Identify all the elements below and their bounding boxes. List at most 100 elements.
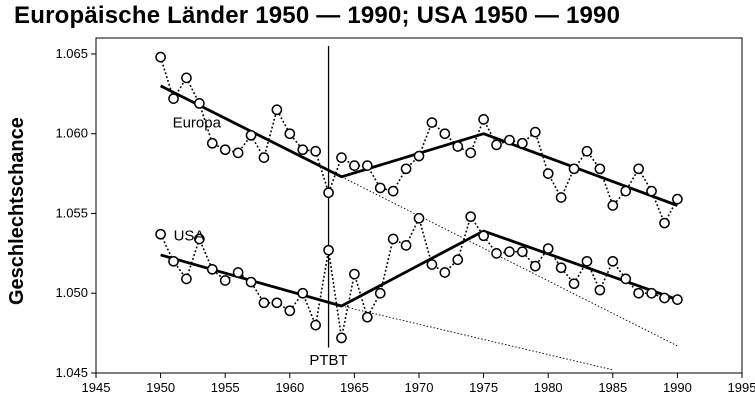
europa-data-point	[297, 144, 309, 156]
usa-data-point	[284, 305, 296, 317]
x-tick-label: 1980	[534, 380, 563, 395]
x-tick-label: 1970	[405, 380, 434, 395]
europa-data-point	[607, 200, 619, 211]
usa-data-point	[491, 248, 502, 259]
europa-data-point	[517, 137, 528, 149]
europa-extrapolation-line	[341, 176, 678, 347]
y-tick-label: 1.060	[55, 126, 88, 141]
europa-data-point	[633, 163, 644, 175]
chart-title: Europäische Länder 1950 — 1990; USA 1950…	[14, 2, 621, 29]
europa-data-point	[310, 145, 321, 157]
europa-data-point	[168, 93, 179, 104]
y-tick-label: 1.065	[55, 46, 88, 61]
europa-data-point	[181, 72, 192, 84]
x-tick-label: 1985	[598, 380, 627, 395]
europa-data-point	[491, 139, 502, 151]
europa-data-point	[349, 160, 360, 171]
europa-trend-line	[159, 84, 678, 207]
y-tick-label: 1.045	[55, 365, 88, 380]
europa-data-point	[542, 168, 554, 179]
annotation-europa: Europa	[173, 114, 222, 131]
usa-data-point	[555, 262, 567, 274]
europa-data-point	[400, 163, 412, 175]
usa-data-point	[620, 273, 632, 285]
usa-data-point	[439, 267, 451, 278]
europa-data-point	[568, 163, 580, 175]
europa-data-point	[336, 152, 347, 163]
annotation-usa: USA	[174, 228, 205, 245]
europa-data-point	[581, 145, 593, 157]
europa-data-point	[387, 185, 399, 197]
usa-data-point	[400, 240, 412, 251]
usa-data-point	[413, 212, 425, 224]
x-tick-label: 1950	[146, 380, 175, 395]
usa-data-point	[181, 273, 192, 285]
europa-data-point	[646, 185, 657, 197]
europa-data-point	[452, 141, 464, 152]
europa-data-point	[659, 217, 670, 229]
usa-data-point	[206, 263, 218, 275]
usa-data-point	[297, 287, 309, 299]
x-tick-label: 1960	[275, 380, 304, 395]
usa-data-point	[271, 297, 283, 309]
y-tick-label: 1.055	[55, 205, 88, 220]
europa-data-point	[439, 128, 451, 140]
usa-data-point	[568, 278, 580, 290]
usa-data-point	[374, 287, 386, 299]
usa-data-point	[646, 287, 657, 299]
europa-data-point	[594, 163, 606, 175]
y-tick-label: 1.050	[55, 285, 88, 300]
europa-data-point	[194, 98, 205, 109]
usa-data-point	[426, 259, 438, 270]
usa-data-point	[323, 244, 334, 256]
usa-data-point	[452, 254, 464, 266]
europa-data-point	[620, 185, 632, 197]
europa-observed-line	[159, 56, 679, 225]
usa-data-point	[168, 255, 179, 267]
europa-data-point	[413, 150, 425, 162]
europa-data-point	[361, 160, 373, 171]
usa-data-point	[336, 332, 347, 344]
europa-data-point	[232, 147, 244, 159]
europa-data-point	[155, 51, 166, 63]
usa-data-point	[465, 211, 477, 223]
usa-data-point	[659, 292, 670, 304]
europa-data-point	[245, 129, 257, 141]
usa-extrapolation-line	[341, 305, 613, 371]
europa-data-point	[465, 147, 477, 159]
europa-data-point	[672, 193, 683, 205]
usa-data-point	[232, 267, 244, 278]
usa-data-point	[361, 311, 373, 323]
usa-data-point	[672, 294, 683, 305]
usa-data-point	[478, 230, 489, 242]
usa-data-point	[529, 260, 541, 272]
usa-data-point	[504, 246, 515, 258]
europa-data-point	[258, 152, 270, 163]
usa-data-point	[542, 243, 554, 254]
plot-frame	[95, 37, 743, 374]
europa-data-point	[206, 137, 218, 149]
usa-data-point	[245, 276, 257, 288]
europa-data-point	[426, 117, 438, 128]
europa-data-point	[271, 104, 283, 116]
europa-data-point	[284, 128, 296, 140]
usa-data-point	[387, 233, 399, 245]
europa-data-point	[323, 187, 334, 199]
usa-data-point	[633, 287, 644, 299]
usa-data-point	[607, 255, 619, 267]
europa-data-point	[555, 192, 567, 203]
usa-data-point	[581, 255, 593, 267]
x-tick-label: 1990	[663, 380, 692, 395]
x-tick-label: 1975	[469, 380, 498, 395]
usa-data-point	[194, 233, 205, 245]
usa-data-point	[517, 246, 528, 258]
x-tick-label: 1955	[211, 380, 240, 395]
europa-data-point	[374, 182, 386, 194]
usa-data-point	[349, 268, 360, 280]
europa-data-point	[478, 114, 489, 125]
europa-data-point	[504, 134, 515, 146]
annotation-ptbt: PTBT	[309, 352, 347, 369]
usa-data-point	[258, 297, 270, 309]
usa-data-point	[310, 319, 321, 331]
